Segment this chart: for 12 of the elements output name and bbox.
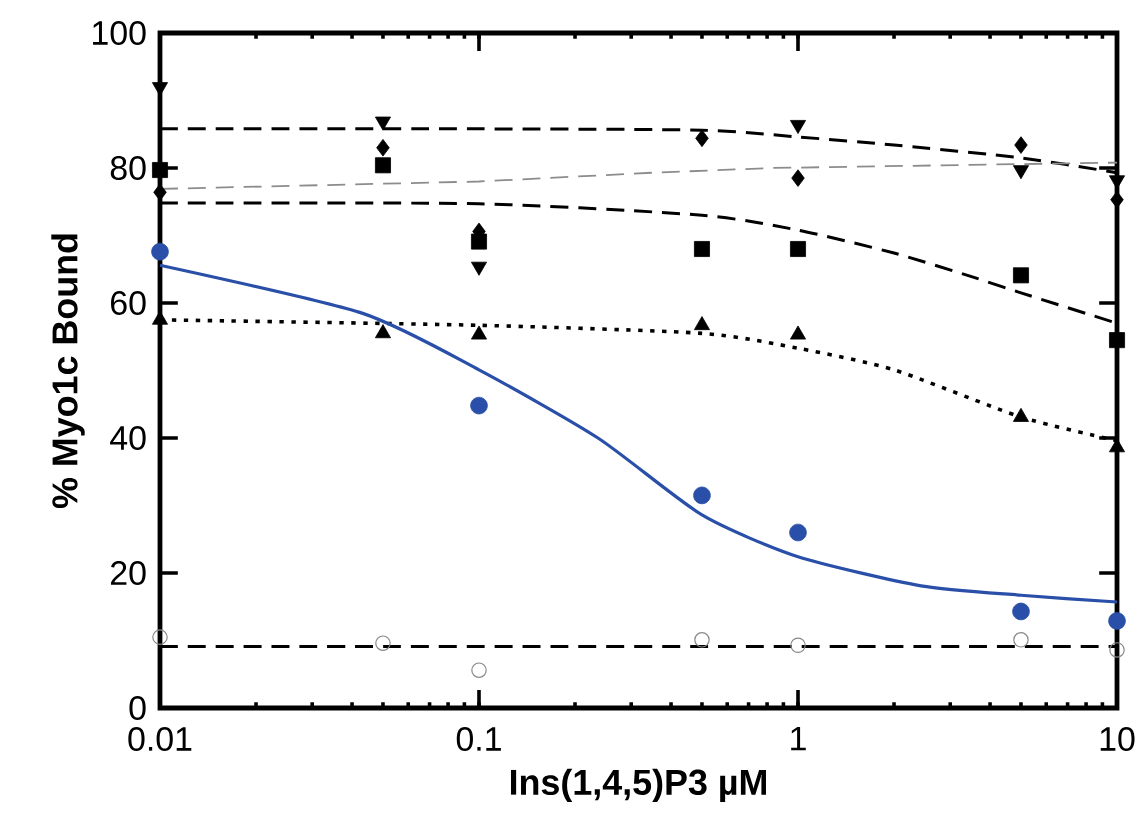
y-axis-title: % Myo1c Bound	[51, 234, 85, 509]
x-tick-label: 1	[791, 726, 806, 751]
x-tick-label: 0.1	[456, 726, 501, 751]
x-tick-label: 10	[1100, 726, 1135, 751]
x-tick-label: 0.01	[128, 726, 192, 751]
y-tick-label: 60	[111, 291, 146, 315]
y-tick-label: 40	[110, 426, 146, 450]
y-tick-label: 20	[111, 561, 146, 585]
y-tick-label: 80	[110, 156, 146, 180]
y-tick-label: 100	[93, 21, 146, 45]
x-axis-title: Ins(1,4,5)P3 µM	[510, 768, 766, 803]
y-tick-label: 0	[129, 696, 146, 720]
